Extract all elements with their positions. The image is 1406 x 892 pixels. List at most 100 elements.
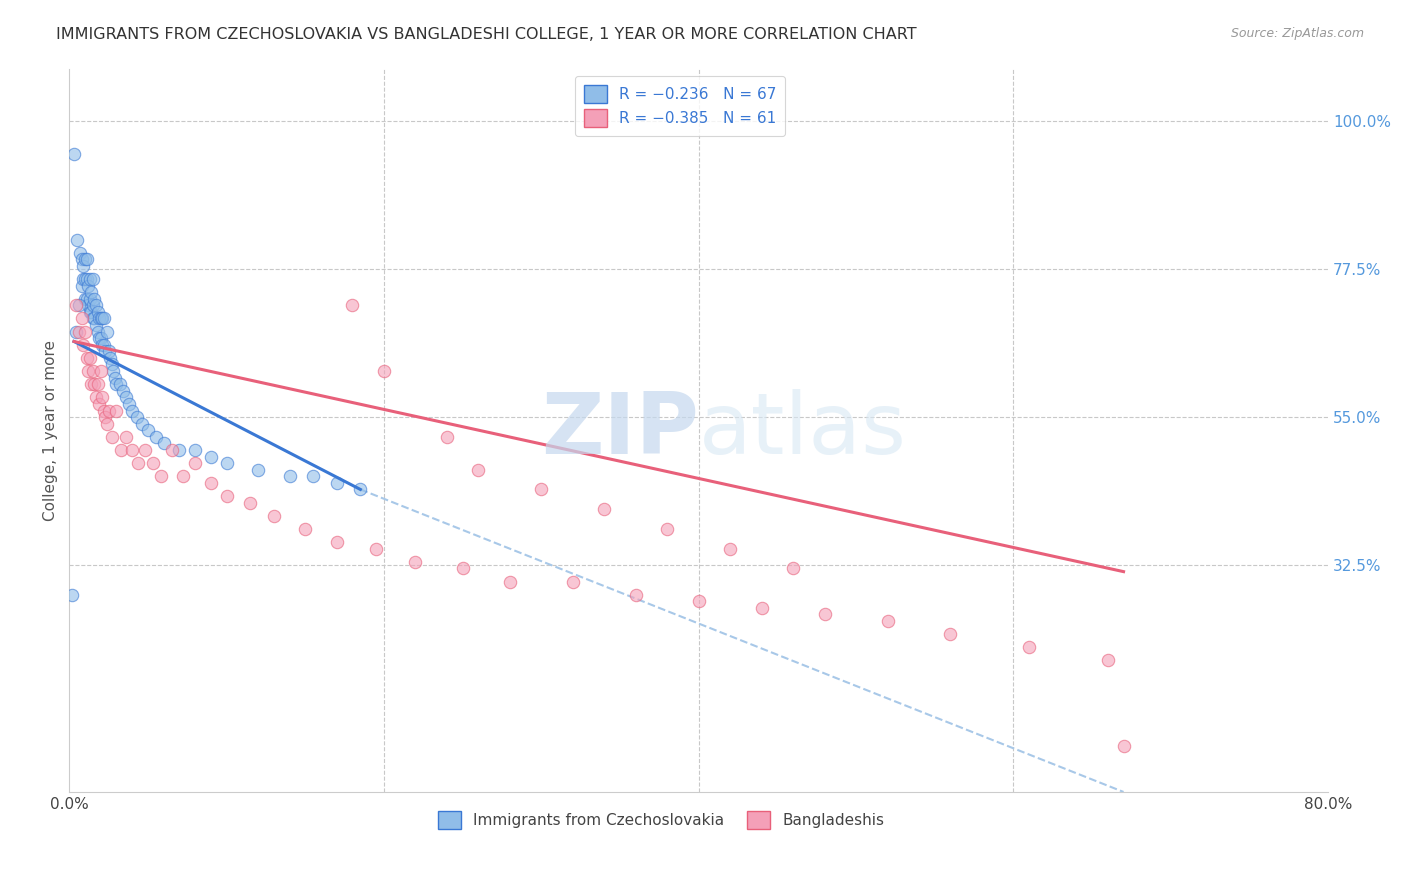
Point [105, 403, 128, 417]
Point [100, 358, 122, 372]
Point [93, 311, 115, 326]
Point [718, 541, 741, 556]
Point [751, 600, 773, 615]
Point [530, 483, 553, 497]
Point [184, 456, 207, 470]
Point [326, 475, 349, 490]
Point [77, 298, 100, 312]
Point [499, 574, 522, 589]
Point [91, 311, 114, 326]
Legend: Immigrants from Czechoslovakia, Bangladeshis: Immigrants from Czechoslovakia, Banglade… [432, 805, 890, 835]
Point [82, 364, 104, 378]
Point [239, 495, 262, 509]
Point [215, 456, 238, 470]
Point [66, 233, 89, 247]
Point [404, 555, 426, 569]
Point [105, 377, 128, 392]
Point [84, 298, 107, 312]
Point [145, 430, 167, 444]
Point [136, 423, 159, 437]
Point [94, 344, 117, 359]
Point [79, 305, 101, 319]
Point [72, 337, 94, 351]
Point [72, 259, 94, 273]
Point [70, 252, 93, 267]
Point [184, 442, 207, 457]
Point [76, 272, 98, 286]
Point [782, 561, 804, 575]
Point [111, 384, 134, 398]
Point [127, 456, 149, 470]
Point [152, 436, 174, 450]
Point [91, 390, 114, 404]
Point [593, 502, 616, 516]
Point [65, 298, 87, 312]
Point [83, 377, 105, 392]
Point [302, 469, 325, 483]
Point [82, 272, 104, 286]
Point [364, 541, 387, 556]
Point [121, 403, 143, 417]
Point [63, 147, 86, 161]
Point [79, 272, 101, 286]
Y-axis label: College, 1 year or more: College, 1 year or more [44, 340, 58, 521]
Point [98, 351, 121, 365]
Point [84, 318, 107, 332]
Point [86, 325, 108, 339]
Point [108, 377, 131, 392]
Point [84, 390, 107, 404]
Text: IMMIGRANTS FROM CZECHOSLOVAKIA VS BANGLADESHI COLLEGE, 1 YEAR OR MORE CORRELATIO: IMMIGRANTS FROM CZECHOSLOVAKIA VS BANGLA… [56, 27, 917, 42]
Point [96, 417, 118, 431]
Point [80, 285, 103, 299]
Point [97, 344, 120, 359]
Point [200, 450, 222, 464]
Point [86, 377, 108, 392]
Point [93, 403, 115, 417]
Point [76, 252, 98, 267]
Point [77, 278, 100, 293]
Point [65, 325, 87, 339]
Point [104, 370, 127, 384]
Point [94, 410, 117, 425]
Point [79, 351, 101, 365]
Point [90, 364, 112, 378]
Point [80, 377, 103, 392]
Point [624, 588, 647, 602]
Point [69, 245, 91, 260]
Point [80, 305, 103, 319]
Point [467, 463, 489, 477]
Point [215, 489, 238, 503]
Point [110, 442, 132, 457]
Point [373, 364, 395, 378]
Point [83, 292, 105, 306]
Point [73, 325, 96, 339]
Point [76, 351, 98, 365]
Point [90, 331, 112, 345]
Point [96, 325, 118, 339]
Point [876, 614, 898, 628]
Point [1097, 653, 1119, 667]
Point [91, 337, 114, 351]
Point [561, 574, 583, 589]
Point [73, 292, 96, 306]
Point [70, 278, 93, 293]
Point [160, 442, 183, 457]
Text: ZIP: ZIP [541, 389, 699, 472]
Point [100, 430, 122, 444]
Point [172, 469, 194, 483]
Point [1112, 739, 1135, 753]
Point [263, 508, 285, 523]
Point [342, 298, 364, 312]
Point [76, 292, 98, 306]
Point [451, 561, 474, 575]
Point [97, 403, 120, 417]
Point [247, 463, 270, 477]
Point [70, 311, 93, 326]
Text: atlas: atlas [699, 389, 907, 472]
Point [121, 442, 143, 457]
Point [89, 331, 111, 345]
Point [326, 535, 349, 549]
Point [657, 522, 679, 536]
Point [200, 475, 222, 490]
Point [134, 442, 156, 457]
